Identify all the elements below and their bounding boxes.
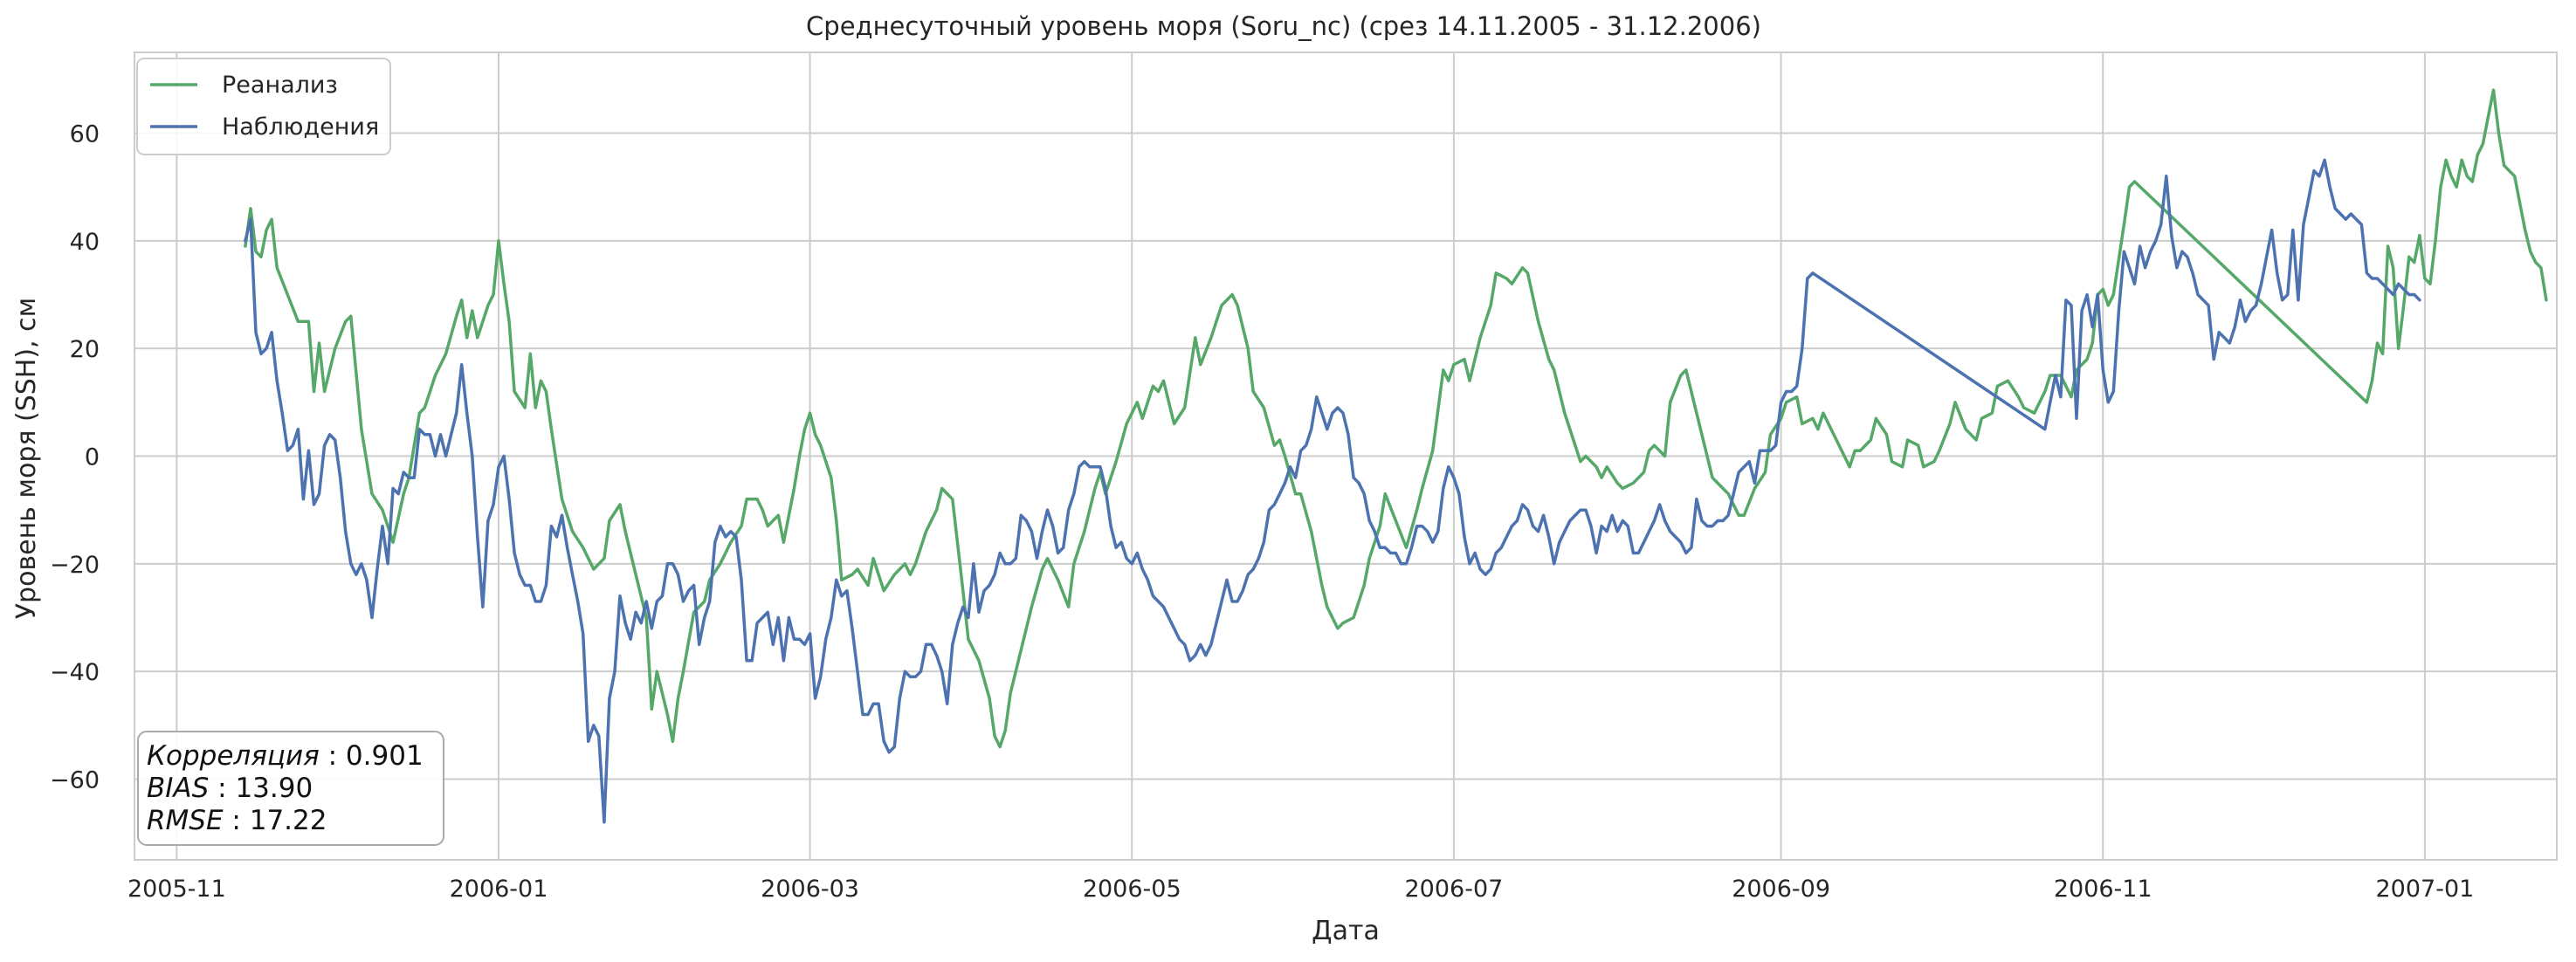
x-tick-label: 2006-09 — [1732, 876, 1830, 903]
x-tick-labels: 2005-11 2006-01 2006-03 2006-05 2006-07 2006-… — [127, 876, 2474, 903]
stat-bias-name: BIAS — [147, 773, 209, 804]
legend: Реанализ Наблюдения — [136, 58, 391, 155]
stat-rmse-name: RMSE — [147, 805, 224, 836]
y-gridlines — [134, 132, 2557, 780]
y-tick-label: 20 — [70, 336, 100, 363]
y-tick-label: −60 — [50, 767, 100, 794]
y-tick-label: 60 — [70, 121, 100, 148]
x-tick-label: 2007-01 — [2376, 876, 2475, 903]
x-tick-label: 2006-07 — [1404, 876, 1503, 903]
stat-correlation: Корреляция : 0.901 — [147, 740, 424, 772]
stat-separator: : — [320, 740, 346, 772]
y-tick-labels: −60 −40 −20 0 20 40 60 — [50, 121, 100, 794]
stat-separator: : — [224, 805, 250, 836]
plot-frame — [134, 52, 2558, 861]
stat-correlation-name: Корреляция — [147, 740, 320, 772]
y-axis-label: Уровень моря (SSH), см — [11, 298, 42, 620]
statistics-box: Корреляция : 0.901 BIAS : 13.90 RMSE : 1… — [137, 731, 444, 846]
observations-line — [244, 158, 2421, 824]
legend-label-observations: Наблюдения — [222, 113, 379, 141]
series-layer — [244, 88, 2548, 824]
chart-title: Среднесуточный уровень моря (Soru_nc) (с… — [806, 11, 1761, 41]
stat-rmse: RMSE : 17.22 — [147, 805, 327, 836]
y-tick-label: 0 — [85, 444, 100, 471]
reanalysis-line — [244, 88, 2548, 749]
stat-bias: BIAS : 13.90 — [147, 773, 313, 804]
x-tick-label: 2006-01 — [450, 876, 548, 903]
x-tick-label: 2006-03 — [761, 876, 859, 903]
statistics-box-frame — [137, 731, 444, 846]
x-tick-label: 2006-11 — [2054, 876, 2152, 903]
stat-separator: : — [209, 773, 235, 804]
stat-rmse-value: 17.22 — [250, 805, 327, 836]
y-tick-label: −40 — [50, 659, 100, 686]
x-tick-label: 2005-11 — [127, 876, 226, 903]
stat-correlation-value: 0.901 — [346, 740, 424, 772]
y-tick-label: −20 — [50, 552, 100, 579]
y-tick-label: 40 — [70, 229, 100, 256]
plot-area — [134, 52, 2558, 861]
legend-box — [136, 58, 391, 155]
legend-label-reanalysis: Реанализ — [222, 72, 338, 99]
x-axis-label: Дата — [1312, 916, 1380, 946]
x-tick-label: 2006-05 — [1083, 876, 1181, 903]
stat-bias-value: 13.90 — [235, 773, 313, 804]
